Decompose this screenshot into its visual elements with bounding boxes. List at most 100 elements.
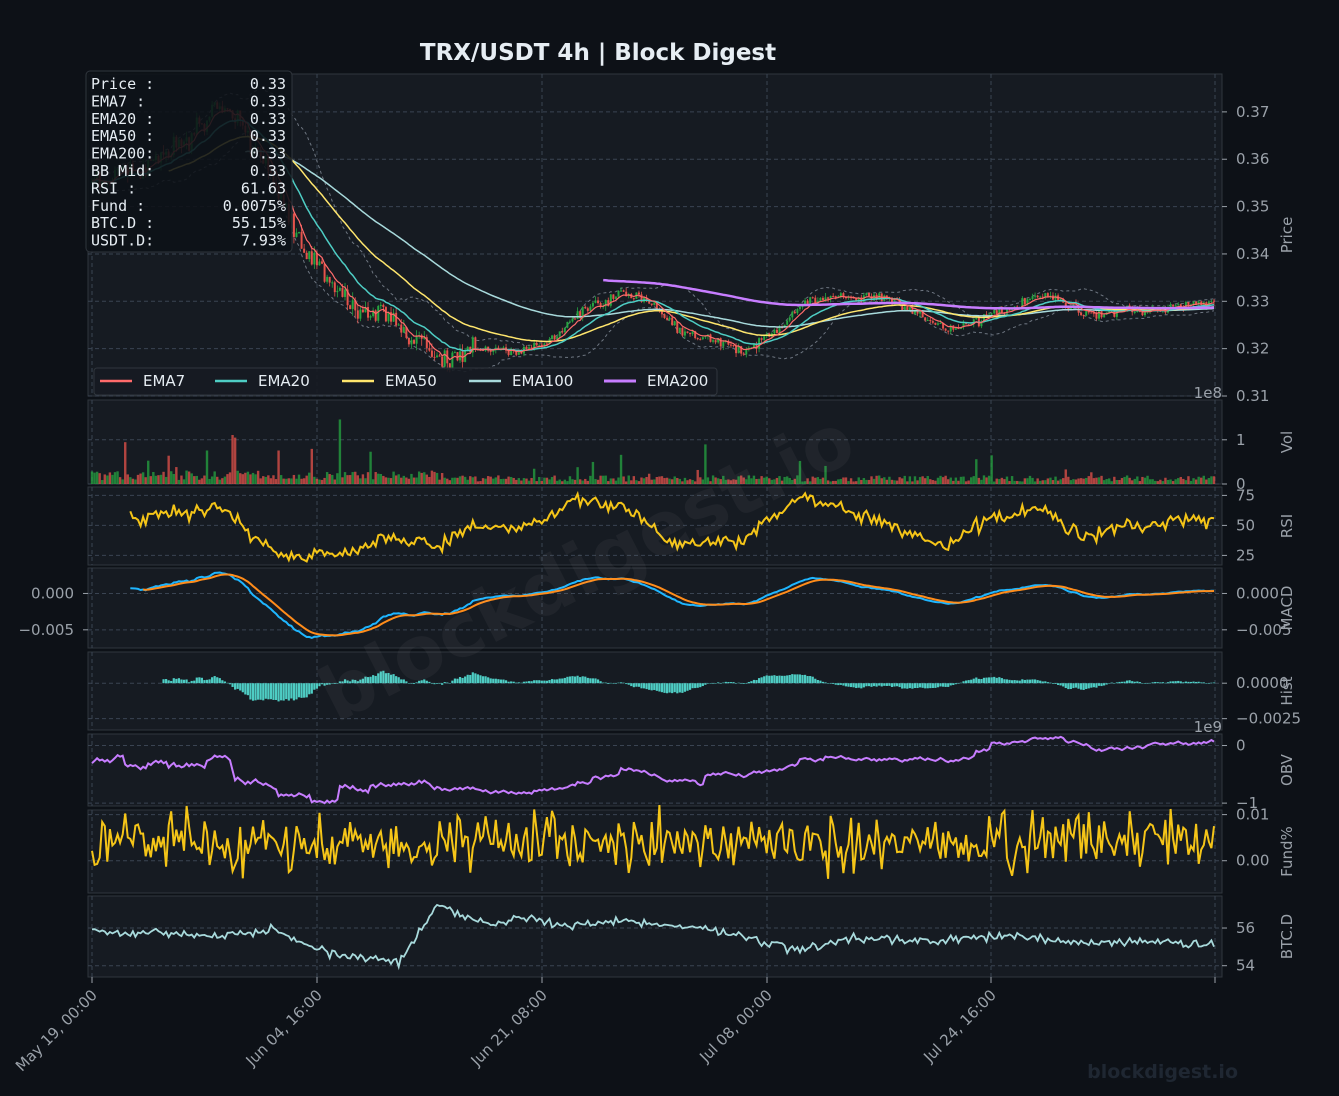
hist-bar (653, 683, 656, 691)
volume-bar (157, 475, 160, 484)
volume-bar (318, 479, 321, 484)
volume-bar (1056, 480, 1060, 484)
candle-body (614, 296, 617, 299)
candle-body (714, 340, 717, 343)
volume-bar (1110, 481, 1113, 484)
volume-bar (990, 455, 993, 484)
hist-bar (397, 677, 400, 684)
candle-body (819, 297, 822, 301)
candle-body (551, 335, 554, 340)
hist-bar (1187, 681, 1190, 684)
volume-bar (647, 473, 651, 484)
volume-bar (640, 477, 643, 484)
volume-bar (594, 479, 597, 484)
hist-bar (663, 683, 666, 693)
volume-bar (1207, 478, 1211, 484)
hist-bar (405, 681, 408, 684)
volume-bar (254, 474, 257, 484)
hist-bar (1174, 681, 1177, 684)
candle-body (453, 352, 456, 354)
info-box-value: 0.33 (250, 92, 286, 110)
hist-bar (783, 675, 786, 684)
hist-bar (517, 682, 520, 684)
volume-bar (325, 472, 329, 484)
volume-bar (660, 476, 664, 484)
candle-body (1046, 293, 1049, 297)
hist-bar (768, 675, 771, 684)
hist-bar (967, 680, 970, 684)
volume-bar (885, 479, 889, 484)
candle-body (949, 325, 952, 332)
hist-bar (1120, 681, 1124, 684)
hist-bar (1054, 683, 1057, 684)
hist-bar (724, 681, 727, 684)
volume-bar (709, 481, 712, 484)
info-box-label: Price : (91, 75, 154, 93)
volume-bar (906, 481, 909, 484)
candle-body (1000, 306, 1003, 313)
hist-bar (425, 680, 428, 684)
volume-bar (589, 475, 592, 484)
volume-bar (941, 477, 945, 484)
volume-bar (668, 478, 671, 484)
volume-bar (269, 478, 273, 484)
volume-bar (251, 472, 255, 484)
candle-body (921, 311, 924, 318)
volume-bar (1090, 472, 1093, 484)
volume-bar (732, 479, 735, 484)
hist-bar (474, 673, 477, 684)
volume-bar (218, 479, 221, 484)
hist-bar (970, 679, 973, 684)
volume-bar (663, 478, 666, 484)
hist-bar (837, 683, 840, 686)
volume-bar (824, 465, 827, 484)
candle-body (336, 290, 339, 293)
candle-body (865, 293, 868, 296)
info-box-value: 0.33 (250, 110, 286, 128)
hist-bar (512, 681, 515, 684)
hist-bar (328, 683, 331, 685)
hist-bar (1013, 680, 1016, 684)
hist-bar (584, 676, 587, 684)
hist-bar (1087, 683, 1090, 689)
volume-bar (425, 474, 429, 484)
hist-bar (1018, 680, 1021, 684)
hist-bar (346, 680, 349, 684)
hist-bar (1041, 681, 1044, 684)
volume-bar (1039, 480, 1042, 484)
volume-bar (152, 472, 155, 484)
candle-body (310, 251, 313, 265)
candle-body (292, 213, 295, 237)
hist-bar (714, 683, 717, 684)
hist-bar (944, 683, 947, 687)
volume-bar (852, 481, 855, 484)
hist-bar (234, 683, 237, 690)
volume-bar (1143, 477, 1147, 484)
hist-bar (354, 679, 357, 684)
volume-bar (814, 477, 817, 484)
volume-bar (93, 472, 96, 484)
volume-bar (423, 472, 426, 484)
hist-bar (323, 683, 326, 686)
volume-bar (95, 471, 99, 484)
hist-bar (448, 683, 451, 684)
hist-bar (535, 680, 538, 684)
volume-bar (566, 481, 569, 484)
volume-bar (458, 476, 462, 484)
candle-body (604, 300, 607, 307)
volume-bar (1097, 477, 1101, 484)
candle-body (1064, 302, 1067, 308)
candle-body (632, 298, 635, 300)
volume-bar (923, 478, 927, 484)
hist-bar (778, 675, 781, 684)
candle-body (328, 276, 331, 283)
hist-bar (589, 678, 592, 684)
hist-bar (522, 681, 526, 684)
legend-label: EMA20 (258, 372, 310, 390)
hist-bar (975, 677, 978, 684)
rsi-ylabel: RSI (1278, 514, 1296, 538)
candle-body (515, 351, 518, 355)
hist-bar (977, 678, 980, 684)
candle-body (349, 305, 352, 309)
candle-body (589, 306, 592, 311)
